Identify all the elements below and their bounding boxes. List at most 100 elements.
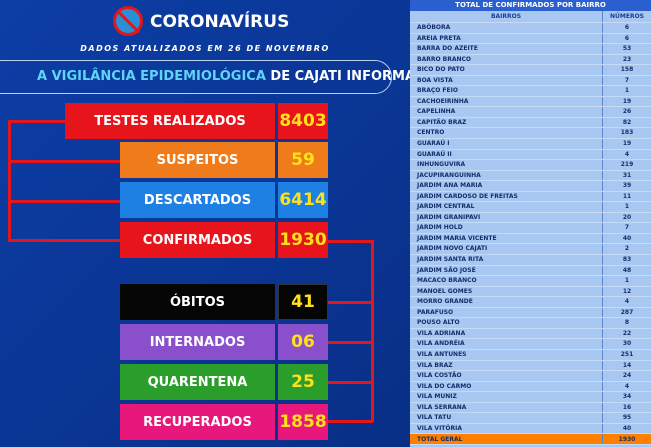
stat-value-1: 59 xyxy=(278,142,328,178)
bairro-count: 251 xyxy=(620,350,634,358)
table-row: BOA VISTA 7 xyxy=(410,75,651,87)
bairro-count: 23 xyxy=(622,55,632,63)
table-row: CACHOEIRINHA 19 xyxy=(410,96,651,108)
bairro-name: BOA VISTA xyxy=(410,75,603,86)
bairro-count: 7 xyxy=(624,76,630,84)
bairro-name: JARDIM GRANIPAVI xyxy=(410,212,603,223)
bairro-name: BICO DO PATO xyxy=(410,65,603,75)
bairro-name: ABÓBORA xyxy=(410,23,603,33)
total-label: TOTAL GERAL xyxy=(410,434,603,445)
bairro-name: JARDIM CARDOSO DE FREITAS xyxy=(410,191,603,202)
stat-label-4: ÓBITOS xyxy=(120,284,275,320)
bairro-count: 26 xyxy=(622,108,632,116)
table-row: VILA DO CARMO 4 xyxy=(410,381,651,393)
bairro-name: JARDIM HOLD xyxy=(410,223,603,233)
bairro-name: CACHOEIRINHA xyxy=(410,96,603,107)
bairro-count: 4 xyxy=(624,298,630,306)
bairro-name: JARDIM NOVO CAJATI xyxy=(410,244,603,255)
bairro-count: 40 xyxy=(622,424,632,432)
bairro-count: 1 xyxy=(624,277,630,285)
headline: A VIGILÂNCIA EPIDEMIOLÓGICA DE CAJATI IN… xyxy=(37,69,420,84)
bairro-name: INHUNGUVIRA xyxy=(410,160,603,170)
table-row: BRAÇO FEIO 1 xyxy=(410,86,651,97)
bairro-name: JARDIM ANA MARIA xyxy=(410,181,603,191)
stat-value-5: 06 xyxy=(278,324,328,360)
table-row: INHUNGUVIRA 219 xyxy=(410,160,651,171)
table-row: VILA SERRANA 16 xyxy=(410,402,651,414)
bairro-count: 4 xyxy=(624,150,630,158)
bairro-name: JARDIM SANTA RITA xyxy=(410,255,603,265)
connector-line xyxy=(328,240,373,243)
bairro-name: MANOEL GOMES xyxy=(410,286,603,297)
stat-label-7: RECUPERADOS xyxy=(120,404,275,440)
headline-highlight: A VIGILÂNCIA EPIDEMIOLÓGICA xyxy=(37,69,266,84)
update-date: DADOS ATUALIZADOS EM 26 DE NOVEMBRO xyxy=(80,44,330,53)
bairro-count: 31 xyxy=(622,171,632,179)
bairro-count: 6 xyxy=(624,34,630,42)
bairro-name: MACACO BRANCO xyxy=(410,276,603,286)
bairro-count: 22 xyxy=(622,329,632,337)
bairro-name: VILA TATU xyxy=(410,413,603,423)
table-row: MORRO GRANDE 4 xyxy=(410,297,651,308)
bairro-name: VILA VITÓRIA xyxy=(410,423,603,434)
table-row: JARDIM MARIA VICENTE 40 xyxy=(410,233,651,245)
bairro-count: 2 xyxy=(624,245,630,253)
stat-label-1: SUSPEITOS xyxy=(120,142,275,178)
headline-rest: DE CAJATI INFORMA: xyxy=(265,69,421,84)
bairro-name: BARRA DO AZEITE xyxy=(410,44,603,54)
bairro-name: BARRO BRANCO xyxy=(410,54,603,65)
bairro-count: 16 xyxy=(622,403,632,411)
table-row: JARDIM SÃO JOSÉ 48 xyxy=(410,265,651,277)
bairro-count: 30 xyxy=(622,340,632,348)
total-row: TOTAL GERAL 1930 xyxy=(410,434,651,446)
table-row: JARDIM CARDOSO DE FREITAS 11 xyxy=(410,191,651,203)
connector-line xyxy=(328,381,373,384)
table-row: CENTRO 183 xyxy=(410,128,651,140)
bairro-count: 34 xyxy=(622,393,632,401)
bairro-count: 12 xyxy=(622,287,632,295)
bairro-count: 19 xyxy=(622,140,632,148)
stat-label-0: TESTES REALIZADOS xyxy=(65,103,275,139)
bairro-count: 19 xyxy=(622,97,632,105)
bairro-name: VILA ADRIANA xyxy=(410,328,603,339)
bairro-count: 8 xyxy=(624,319,630,327)
table-row: CAPELINHA 26 xyxy=(410,107,651,118)
stat-value-7: 1858 xyxy=(278,404,328,440)
bairro-count: 7 xyxy=(624,224,630,232)
stat-value-3: 1930 xyxy=(278,222,328,258)
bairro-name: JARDIM CENTRAL xyxy=(410,202,603,212)
table-row: JARDIM HOLD 7 xyxy=(410,223,651,234)
bairro-name: JACUPIRANGUINHA xyxy=(410,170,603,181)
bairro-name: CAPELINHA xyxy=(410,107,603,117)
bairro-name: VILA ANTUNES xyxy=(410,349,603,360)
bairro-count: 40 xyxy=(622,234,632,242)
table-row: BICO DO PATO 158 xyxy=(410,65,651,76)
bairro-name: JARDIM SÃO JOSÉ xyxy=(410,265,603,276)
bairro-count: 1 xyxy=(624,203,630,211)
bairro-name: VILA DO CARMO xyxy=(410,381,603,392)
bairro-count: 1 xyxy=(624,87,630,95)
table-row: VILA ADRIANA 22 xyxy=(410,328,651,340)
connector-line xyxy=(8,239,121,242)
no-virus-icon xyxy=(113,6,143,36)
total-value: 1930 xyxy=(618,436,636,444)
connector-line xyxy=(8,120,11,241)
table-row: VILA VITÓRIA 40 xyxy=(410,423,651,435)
neighborhood-table: TOTAL DE CONFIRMADOS POR BAIRRO BAIRROS N… xyxy=(410,0,651,447)
table-row: VILA ANDRÉIA 30 xyxy=(410,339,651,350)
bairro-name: GUARAÚ II xyxy=(410,149,603,160)
stat-value-4: 41 xyxy=(278,284,328,320)
stat-label-6: QUARENTENA xyxy=(120,364,275,400)
table-row: VILA MUNIZ 34 xyxy=(410,392,651,403)
table-row: MACACO BRANCO 1 xyxy=(410,276,651,287)
table-row: JARDIM CENTRAL 1 xyxy=(410,202,651,213)
bairro-count: 287 xyxy=(620,308,634,316)
stat-label-2: DESCARTADOS xyxy=(120,182,275,218)
col-bairros: BAIRROS xyxy=(410,11,603,22)
bairro-name: VILA BRAZ xyxy=(410,360,603,371)
bairro-name: VILA MUNIZ xyxy=(410,392,603,402)
bairro-count: 39 xyxy=(622,182,632,190)
bairro-count: 219 xyxy=(620,161,634,169)
bairro-count: 11 xyxy=(622,192,632,200)
connector-line xyxy=(8,160,121,163)
